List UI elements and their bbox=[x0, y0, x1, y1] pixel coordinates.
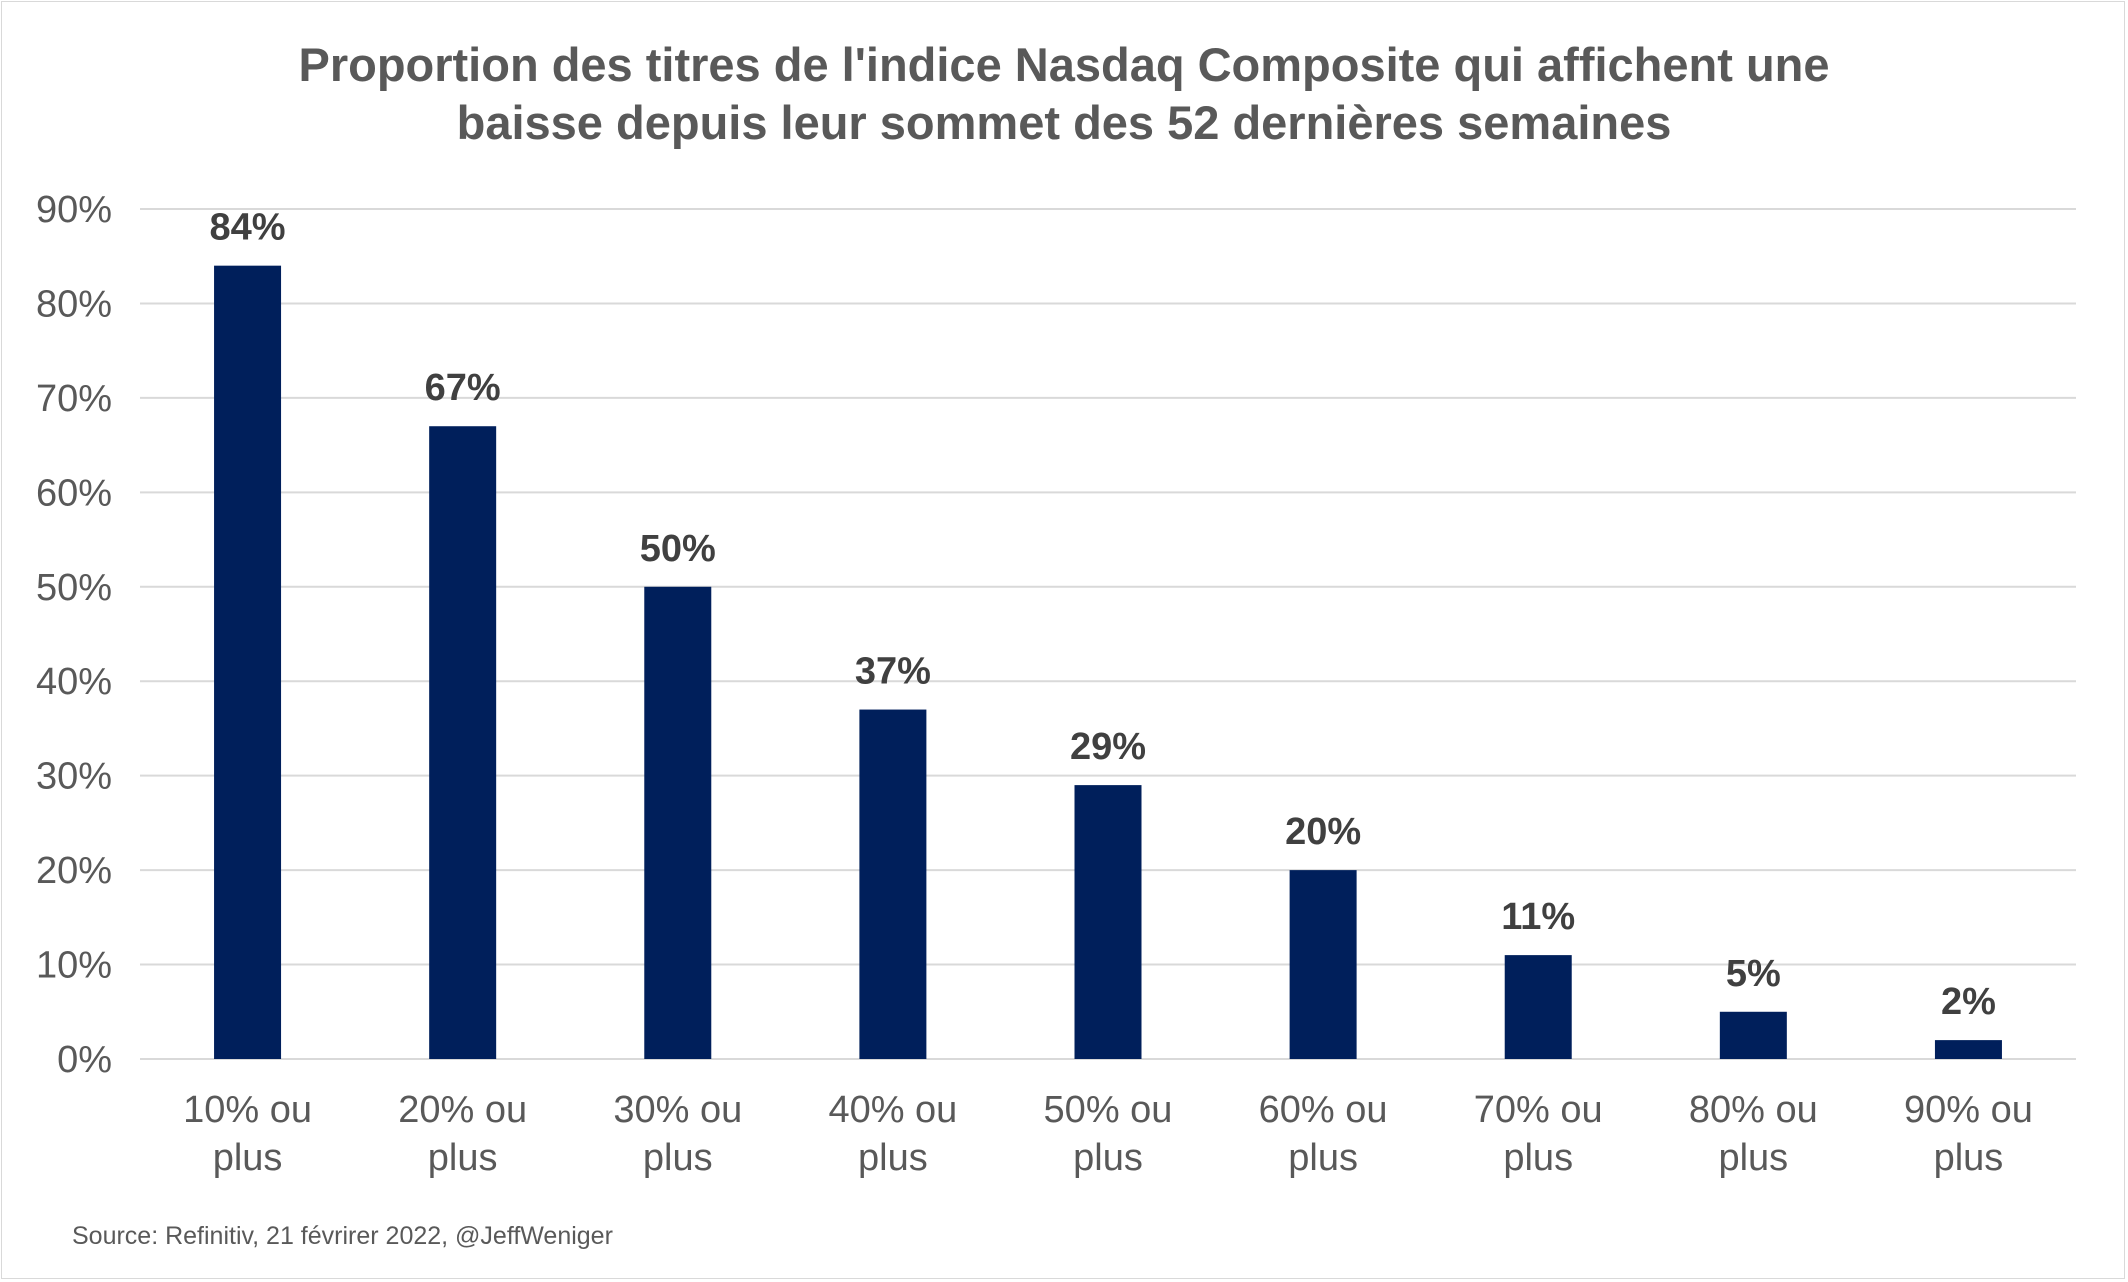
y-tick-label: 70% bbox=[36, 378, 112, 420]
y-tick-label: 60% bbox=[36, 472, 112, 514]
y-tick-label: 50% bbox=[36, 567, 112, 609]
y-tick-label: 90% bbox=[36, 189, 112, 231]
x-category-label: plus bbox=[428, 1137, 498, 1179]
x-category-label: 90% ou bbox=[1904, 1089, 2033, 1131]
x-category-label: plus bbox=[858, 1137, 928, 1179]
y-tick-label: 40% bbox=[36, 661, 112, 703]
bars bbox=[214, 265, 2002, 1060]
x-category-label: 40% ou bbox=[828, 1089, 957, 1131]
x-category-label: 10% ou bbox=[183, 1089, 312, 1131]
x-category-label: plus bbox=[1718, 1137, 1788, 1179]
y-axis-tick-labels: 0% 10% 20% 30% 40% 50% 60% 70% 80% 90% bbox=[36, 189, 112, 1081]
x-category-label: plus bbox=[1288, 1137, 1358, 1179]
x-category-label: 80% ou bbox=[1689, 1089, 1818, 1131]
y-tick-label: 30% bbox=[36, 756, 112, 798]
data-label: 84% bbox=[210, 207, 286, 249]
bar bbox=[1074, 785, 1142, 1059]
data-label: 29% bbox=[1070, 726, 1146, 768]
x-category-label: 30% ou bbox=[613, 1089, 742, 1131]
y-tick-label: 20% bbox=[36, 850, 112, 892]
data-label: 11% bbox=[1501, 896, 1575, 938]
x-category-label: plus bbox=[643, 1137, 713, 1179]
data-label: 5% bbox=[1726, 953, 1781, 995]
x-category-label: plus bbox=[213, 1137, 283, 1179]
data-label: 37% bbox=[855, 651, 931, 693]
chart-title-line-2: baisse depuis leur sommet des 52 dernièr… bbox=[456, 96, 1672, 149]
y-tick-label: 10% bbox=[36, 945, 112, 987]
data-label: 50% bbox=[640, 528, 716, 570]
x-axis-category-labels: 10% ou plus 20% ou plus 30% ou plus 40% ou plus… bbox=[183, 1089, 2033, 1179]
y-tick-label: 0% bbox=[57, 1039, 112, 1081]
x-category-label: 50% ou bbox=[1044, 1089, 1173, 1131]
x-category-label: plus bbox=[1934, 1137, 2004, 1179]
x-category-label: plus bbox=[1503, 1137, 1573, 1179]
x-category-label: plus bbox=[1073, 1137, 1143, 1179]
data-label: 67% bbox=[425, 367, 501, 409]
bar bbox=[1289, 870, 1357, 1059]
bar bbox=[1719, 1011, 1787, 1059]
bar bbox=[429, 426, 497, 1059]
bar bbox=[214, 265, 282, 1060]
bar bbox=[644, 586, 712, 1059]
data-labels: 84% 67% 50% 37% 29% 20% 11% 5% 2% bbox=[210, 207, 1996, 1023]
bar bbox=[859, 709, 927, 1059]
y-tick-label: 80% bbox=[36, 283, 112, 325]
chart-title: Proportion des titres de l'indice Nasdaq… bbox=[0, 36, 2128, 152]
data-label: 2% bbox=[1941, 981, 1996, 1023]
x-category-label: 60% ou bbox=[1259, 1089, 1388, 1131]
bar bbox=[1934, 1040, 2002, 1059]
source-note: Source: Refinitiv, 21 févrirer 2022, @Je… bbox=[72, 1222, 613, 1250]
bar bbox=[1504, 955, 1572, 1059]
data-label: 20% bbox=[1285, 811, 1361, 853]
chart-title-line-1: Proportion des titres de l'indice Nasdaq… bbox=[298, 38, 1830, 91]
x-category-label: 70% ou bbox=[1474, 1089, 1603, 1131]
x-category-label: 20% ou bbox=[398, 1089, 527, 1131]
